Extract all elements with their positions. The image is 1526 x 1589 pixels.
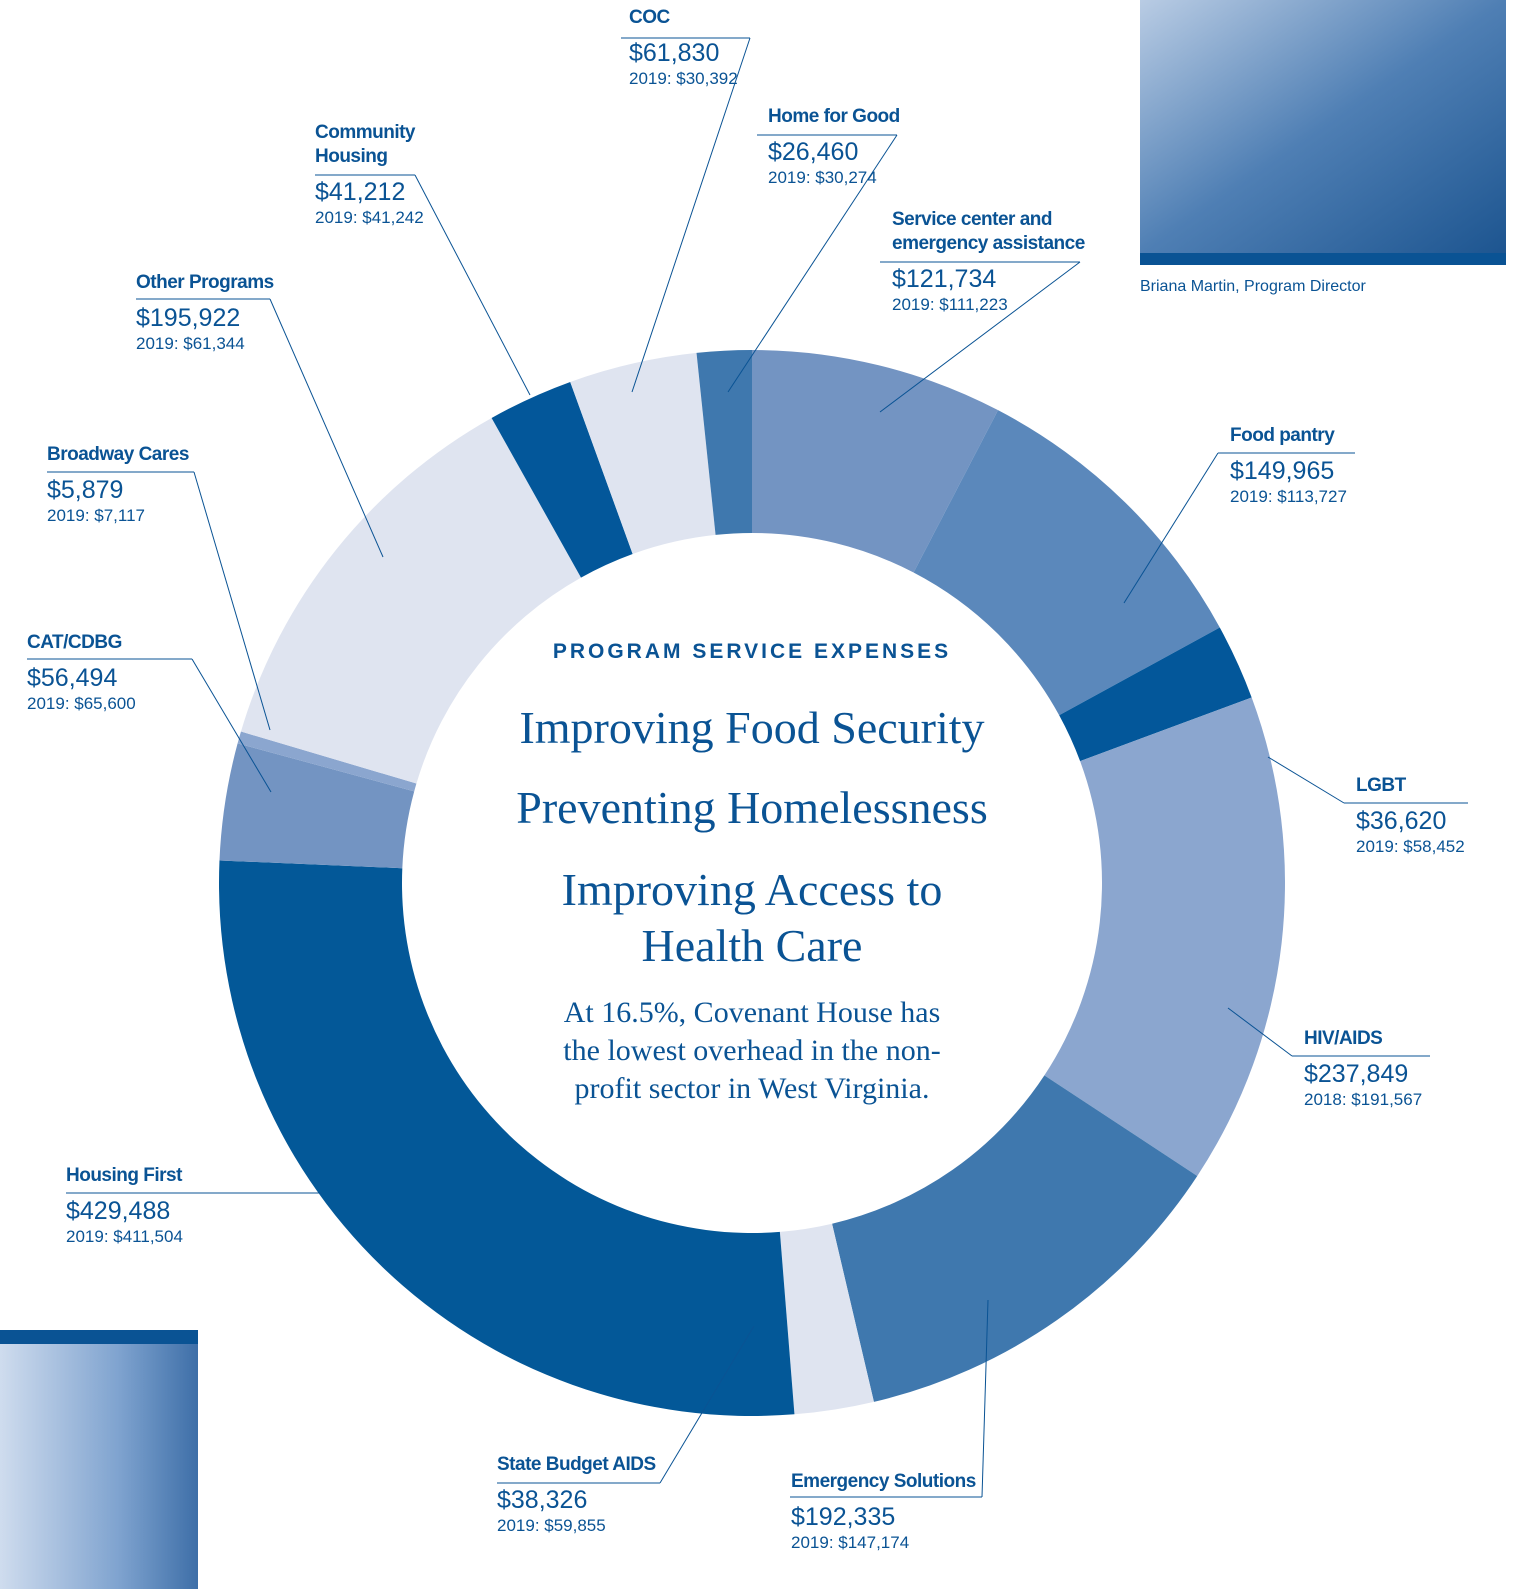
heading: Improving Access to Health Care (561, 864, 943, 971)
segment-label: Service center and emergency assistance $… (892, 208, 1092, 316)
prior-label: 2019: $61,344 (136, 334, 245, 353)
donut-segment (218, 860, 795, 1416)
value-label: $41,212 (315, 178, 406, 206)
prior-label: 2019: $30,274 (768, 168, 877, 187)
prior-label: 2019: $411,504 (66, 1227, 183, 1246)
leader-line (1227, 1007, 1293, 1057)
donut-segment (1059, 627, 1252, 762)
note: At 16.5%, Covenant House has the lowest … (563, 996, 941, 1105)
prior-label: 2019: $30,392 (629, 69, 738, 88)
category-name: Housing First (66, 1165, 182, 1186)
segment-label: Home for Good $26,460 2019: $30,274 (768, 105, 908, 189)
value-label: $121,734 (892, 265, 997, 293)
segment-label: Food pantry $149,965 2019: $113,727 (1230, 424, 1370, 508)
photo-bar (1140, 253, 1506, 265)
value-label: $38,326 (497, 1486, 588, 1514)
segment-label: COC $61,830 2019: $30,392 (629, 6, 749, 90)
photo-caption: Briana Martin, Program Director (1140, 278, 1366, 295)
donut-segment (219, 743, 415, 869)
segment-label: HIV/AIDS $237,849 2018: $191,567 (1304, 1027, 1444, 1111)
leader-line (1123, 452, 1219, 604)
donut-segment (1044, 697, 1285, 1176)
category-name: Community Housing (315, 122, 416, 167)
category-name: Broadway Cares (47, 444, 189, 465)
leader-line (879, 261, 1081, 413)
prior-label: 2019: $58,452 (1356, 837, 1465, 856)
value-label: $429,488 (66, 1197, 171, 1225)
category-name: Other Programs (136, 272, 274, 293)
category-name: State Budget AIDS (497, 1454, 656, 1475)
value-label: $56,494 (27, 664, 118, 692)
value-label: $192,335 (791, 1503, 896, 1531)
donut-segment (913, 410, 1220, 716)
value-label: $149,965 (1230, 457, 1335, 485)
category-name: CAT/CDBG (27, 632, 122, 653)
leader-line (414, 174, 531, 396)
leader-line (727, 134, 898, 393)
donut-segment (491, 381, 633, 578)
photo (0, 1344, 198, 1589)
segment-label: CAT/CDBG $56,494 2019: $65,600 (27, 631, 187, 715)
value-label: $36,620 (1356, 807, 1447, 835)
leader-line (659, 1325, 755, 1484)
segment-label: State Budget AIDS $38,326 2019: $59,855 (497, 1453, 677, 1537)
donut-segment (832, 1075, 1198, 1402)
value-label: $61,830 (629, 39, 720, 67)
leader-line (631, 37, 751, 393)
prior-label: 2019: $111,223 (892, 295, 1008, 314)
category-name: HIV/AIDS (1304, 1028, 1383, 1049)
category-name: Emergency Solutions (791, 1471, 976, 1492)
photo-bar (0, 1330, 198, 1344)
donut-segment (237, 731, 417, 792)
category-name: Food pantry (1230, 425, 1335, 446)
category-name: Service center and emergency assistance (892, 209, 1085, 254)
prior-label: 2018: $191,567 (1304, 1090, 1423, 1109)
prior-label: 2019: $41,242 (315, 208, 424, 227)
donut-segment (696, 350, 752, 535)
donut-segment (240, 417, 582, 784)
prior-label: 2019: $59,855 (497, 1516, 606, 1535)
heading: Improving Food Security (519, 702, 985, 753)
donut-segment (752, 350, 999, 573)
value-label: $26,460 (768, 138, 859, 166)
donut-segment (779, 1223, 874, 1415)
segment-label: Emergency Solutions $192,335 2019: $147,17… (791, 1470, 991, 1554)
leader-line (191, 658, 272, 793)
prior-label: 2019: $65,600 (27, 694, 136, 713)
leader-line (269, 298, 384, 558)
category-name: COC (629, 7, 670, 28)
prior-label: 2019: $147,174 (791, 1533, 910, 1552)
heading: Preventing Homelessness (516, 782, 988, 833)
value-label: $195,922 (136, 304, 241, 332)
segment-label: Community Housing $41,212 2019: $41,242 (315, 121, 425, 229)
leader-line (1267, 756, 1345, 804)
value-label: $237,849 (1304, 1060, 1409, 1088)
category-name: LGBT (1356, 775, 1406, 796)
prior-label: 2019: $7,117 (47, 506, 145, 525)
category-name: Home for Good (768, 106, 900, 127)
value-label: $5,879 (47, 476, 124, 504)
photo (1140, 0, 1506, 253)
prior-label: 2019: $113,727 (1230, 487, 1347, 506)
leader-line (193, 471, 271, 731)
segment-label: LGBT $36,620 2019: $58,452 (1356, 774, 1496, 858)
donut-segment (570, 352, 716, 554)
segment-label: Other Programs $195,922 2019: $61,344 (136, 271, 296, 355)
segment-label: Broadway Cares $5,879 2019: $7,117 (47, 443, 207, 527)
segment-label: Housing First $429,488 2019: $411,504 (66, 1164, 266, 1248)
chart-title: PROGRAM SERVICE EXPENSES (552, 640, 952, 663)
leader-line (981, 1299, 989, 1498)
